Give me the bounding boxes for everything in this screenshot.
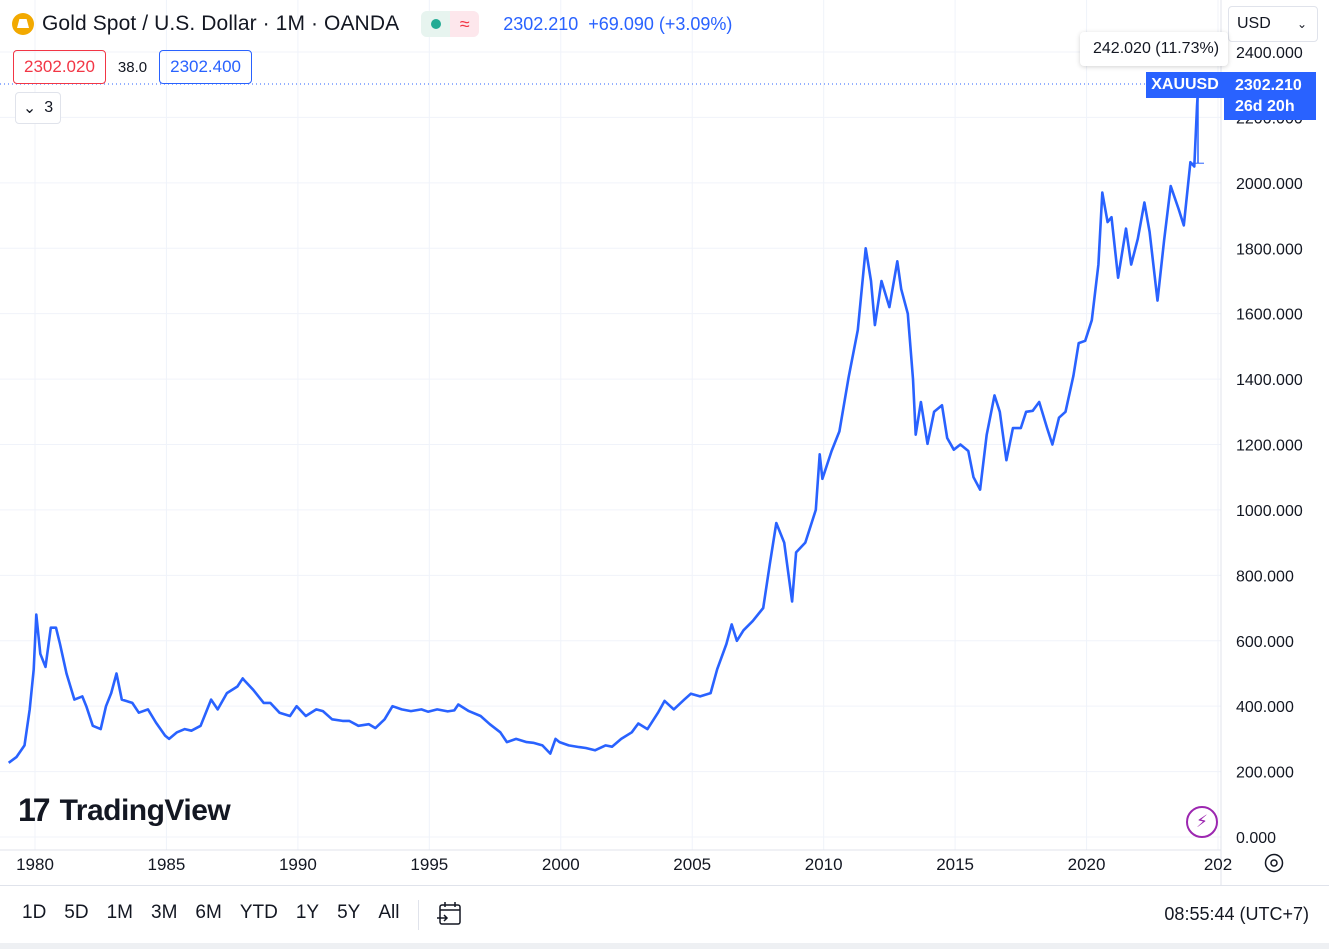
x-tick-label: 1995 xyxy=(410,855,448,874)
bid-ask-panel: 2302.020 38.0 2302.400 xyxy=(13,50,253,84)
period-6m[interactable]: 6M xyxy=(195,902,222,923)
y-tick-label: 600.000 xyxy=(1236,634,1294,651)
x-tick-label: 202 xyxy=(1204,855,1232,874)
buy-button[interactable]: 2302.400 xyxy=(159,50,253,84)
x-tick-label: 2010 xyxy=(805,855,843,874)
legend-price: 2302.210 xyxy=(503,13,579,34)
legend-change: +69.090 (+3.09%) xyxy=(588,13,733,34)
y-tick-label: 2400.000 xyxy=(1236,45,1303,62)
spread-value: 38.0 xyxy=(117,58,148,76)
chart-grid xyxy=(0,0,1221,850)
y-tick-label: 1400.000 xyxy=(1236,372,1303,389)
period-1m[interactable]: 1M xyxy=(106,902,133,923)
series-line-xauusd[interactable] xyxy=(7,83,1200,764)
market-open-dot-icon xyxy=(421,11,451,37)
period-3m[interactable]: 3M xyxy=(151,902,178,923)
y-tick-label: 0.000 xyxy=(1236,830,1276,847)
chevron-down-icon: ⌄ xyxy=(1296,17,1307,31)
chart-clock[interactable]: 08:55:44 (UTC+7) xyxy=(1164,904,1309,924)
approx-equal-icon: ≈ xyxy=(450,11,480,37)
bottom-toolbar: 1D 5D 1M 3M 6M YTD 1Y 5Y All 08:55:44 (U… xyxy=(0,885,1329,943)
period-5y[interactable]: 5Y xyxy=(337,902,361,923)
calendar-goto-date-icon[interactable] xyxy=(436,900,464,928)
y-tick-label: 1600.000 xyxy=(1236,307,1303,324)
y-tick-label: 2000.000 xyxy=(1236,176,1303,193)
time-axis[interactable]: 1980 1985 1990 1995 2000 2005 2010 2015 2020 202 xyxy=(16,855,1232,874)
y-tick-label: 1200.000 xyxy=(1236,438,1303,455)
last-price-value: 2302.210 xyxy=(1235,77,1302,94)
x-tick-label: 1985 xyxy=(148,855,186,874)
bar-countdown: 26d 20h xyxy=(1235,98,1295,115)
period-1d[interactable]: 1D xyxy=(22,902,47,923)
x-tick-label: 2020 xyxy=(1068,855,1106,874)
symbol-price-tag: XAUUSD xyxy=(1146,72,1224,98)
x-tick-label: 2000 xyxy=(542,855,580,874)
currency-value: USD xyxy=(1237,15,1271,32)
period-ytd[interactable]: YTD xyxy=(239,902,278,923)
x-tick-label: 2005 xyxy=(673,855,711,874)
y-tick-label: 200.000 xyxy=(1236,765,1294,782)
period-all[interactable]: All xyxy=(378,902,400,923)
currency-select[interactable]: USD ⌄ xyxy=(1228,6,1318,42)
period-5d[interactable]: 5D xyxy=(64,902,89,923)
y-tick-label: 800.000 xyxy=(1236,568,1294,585)
y-tick-label: 1800.000 xyxy=(1236,241,1303,258)
x-tick-label: 1990 xyxy=(279,855,317,874)
y-tick-label: 1000.000 xyxy=(1236,503,1303,520)
symbol-title[interactable]: Gold Spot / U.S. Dollar · 1M · OANDA xyxy=(42,12,400,35)
price-chart[interactable]: 0.000 200.000 400.000 600.000 800.000 1000.00… xyxy=(0,0,1329,885)
bottom-strip xyxy=(0,943,1329,949)
period-1y[interactable]: 1Y xyxy=(295,902,320,923)
tradingview-watermark[interactable]: 17 TradingView xyxy=(18,792,231,829)
last-price-tag: 2302.210 26d 20h xyxy=(1224,72,1316,120)
symbol-legend: Gold Spot / U.S. Dollar · 1M · OANDA ≈ 2… xyxy=(12,8,732,40)
y-tick-label: 400.000 xyxy=(1236,699,1294,716)
tradingview-wordmark: TradingView xyxy=(59,793,231,827)
x-tick-label: 1980 xyxy=(16,855,54,874)
chevron-down-icon: ⌄ xyxy=(22,100,37,117)
sell-button[interactable]: 2302.020 xyxy=(13,50,106,84)
range-tooltip: 242.020 (11.73%) xyxy=(1080,32,1228,66)
x-tick-label: 2015 xyxy=(936,855,974,874)
price-axis[interactable]: 0.000 200.000 400.000 600.000 800.000 1000.00… xyxy=(1236,45,1303,847)
gold-bars-icon xyxy=(12,13,34,35)
tradingview-logo-icon: 17 xyxy=(18,792,51,828)
market-status-pill[interactable]: ≈ xyxy=(421,11,480,37)
indicators-toggle-button[interactable]: ⌄ 3 xyxy=(15,92,61,124)
gear-icon[interactable] xyxy=(1262,851,1286,875)
toolbar-divider xyxy=(418,900,419,930)
period-selector: 1D 5D 1M 3M 6M YTD 1Y 5Y All xyxy=(13,902,408,924)
lightning-icon[interactable]: ⚡ xyxy=(1186,806,1218,838)
indicators-count: 3 xyxy=(44,99,54,116)
